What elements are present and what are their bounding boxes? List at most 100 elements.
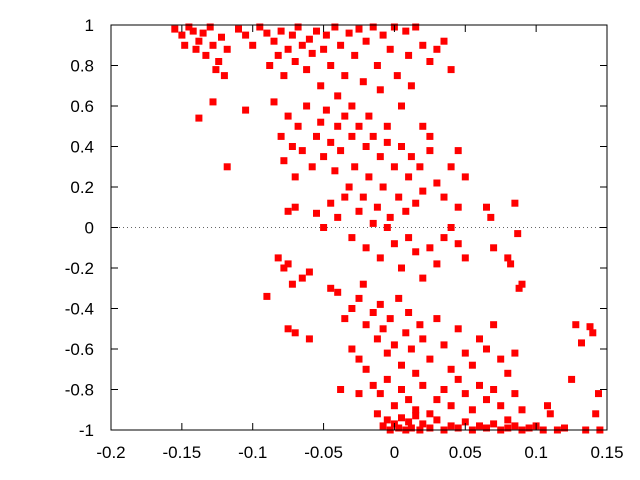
- data-point: [447, 163, 455, 171]
- data-point: [386, 213, 394, 221]
- data-point: [461, 349, 469, 357]
- data-point: [426, 244, 434, 252]
- data-point: [298, 41, 306, 49]
- data-point: [235, 25, 242, 33]
- data-point: [337, 147, 345, 155]
- x-tick-label: -0.1: [238, 443, 267, 462]
- data-point: [202, 51, 210, 59]
- data-point: [327, 62, 335, 69]
- data-point: [359, 280, 367, 288]
- data-point: [266, 62, 274, 69]
- y-tick-label: -0.6: [65, 340, 94, 359]
- data-point: [412, 406, 420, 414]
- data-point: [405, 309, 413, 316]
- data-point: [277, 27, 285, 35]
- data-point: [386, 45, 394, 53]
- data-point: [320, 153, 328, 161]
- data-point: [454, 325, 462, 333]
- data-point: [178, 31, 186, 39]
- data-point: [504, 416, 512, 424]
- data-point: [419, 187, 427, 195]
- data-point: [454, 375, 462, 383]
- data-point: [395, 294, 403, 302]
- data-point: [398, 143, 405, 150]
- data-point: [433, 260, 441, 268]
- data-point: [447, 66, 455, 74]
- data-point: [497, 402, 505, 410]
- data-point: [331, 167, 339, 175]
- data-point: [507, 260, 515, 268]
- x-tick-label: -0.05: [304, 443, 343, 462]
- data-point: [468, 406, 476, 414]
- y-tick-label: -0.4: [65, 300, 94, 319]
- y-tick-label: 0.8: [70, 57, 94, 76]
- data-point: [263, 29, 271, 37]
- data-point: [386, 315, 394, 323]
- data-point: [454, 240, 462, 248]
- data-point: [412, 369, 420, 377]
- data-point: [476, 381, 483, 389]
- data-point: [373, 410, 381, 418]
- data-point: [454, 424, 462, 432]
- data-point: [398, 264, 405, 272]
- data-point: [461, 418, 469, 426]
- data-point: [359, 193, 367, 201]
- data-point: [263, 292, 271, 300]
- data-point: [331, 23, 339, 31]
- data-point: [348, 305, 356, 312]
- data-point: [317, 82, 325, 90]
- data-point: [416, 163, 424, 171]
- data-point: [348, 132, 356, 140]
- data-point: [440, 386, 448, 393]
- y-tick-label: 0.2: [70, 178, 94, 197]
- data-point: [433, 396, 441, 404]
- data-point: [412, 199, 420, 207]
- data-point: [206, 23, 214, 31]
- data-point: [334, 213, 342, 221]
- data-point: [544, 402, 551, 410]
- data-point: [277, 132, 285, 140]
- data-point: [303, 66, 311, 74]
- y-tick-label: 0: [85, 219, 94, 238]
- data-point: [586, 323, 594, 331]
- data-point: [426, 132, 434, 140]
- data-point: [595, 390, 602, 398]
- data-point: [345, 29, 353, 37]
- data-point: [223, 45, 231, 53]
- data-point: [308, 163, 316, 171]
- data-point: [398, 361, 405, 369]
- data-point: [383, 122, 391, 130]
- data-point: [518, 406, 526, 414]
- data-point: [440, 341, 448, 349]
- data-point: [589, 329, 597, 337]
- data-point: [376, 254, 384, 262]
- data-point: [561, 424, 568, 432]
- data-point: [365, 112, 373, 120]
- data-point: [291, 329, 299, 337]
- data-point: [395, 193, 403, 201]
- data-point: [383, 349, 391, 357]
- data-point: [433, 315, 441, 323]
- y-tick-label: 0.4: [70, 138, 94, 157]
- data-point: [288, 280, 296, 288]
- data-point: [440, 193, 448, 201]
- data-point: [419, 41, 427, 49]
- data-point: [355, 294, 363, 302]
- data-point: [476, 422, 483, 430]
- data-point: [280, 157, 288, 165]
- data-point: [592, 410, 600, 418]
- y-tick-label: -0.8: [65, 381, 94, 400]
- data-point: [476, 335, 483, 343]
- data-point: [405, 234, 413, 242]
- data-point: [426, 58, 434, 65]
- data-point: [337, 41, 345, 49]
- data-point: [390, 341, 398, 349]
- data-point: [518, 280, 526, 288]
- data-point: [294, 23, 302, 31]
- data-point: [572, 321, 580, 329]
- data-point: [369, 309, 377, 316]
- data-point: [362, 365, 370, 373]
- data-point: [284, 112, 292, 120]
- data-point: [546, 410, 554, 418]
- data-point: [433, 179, 441, 187]
